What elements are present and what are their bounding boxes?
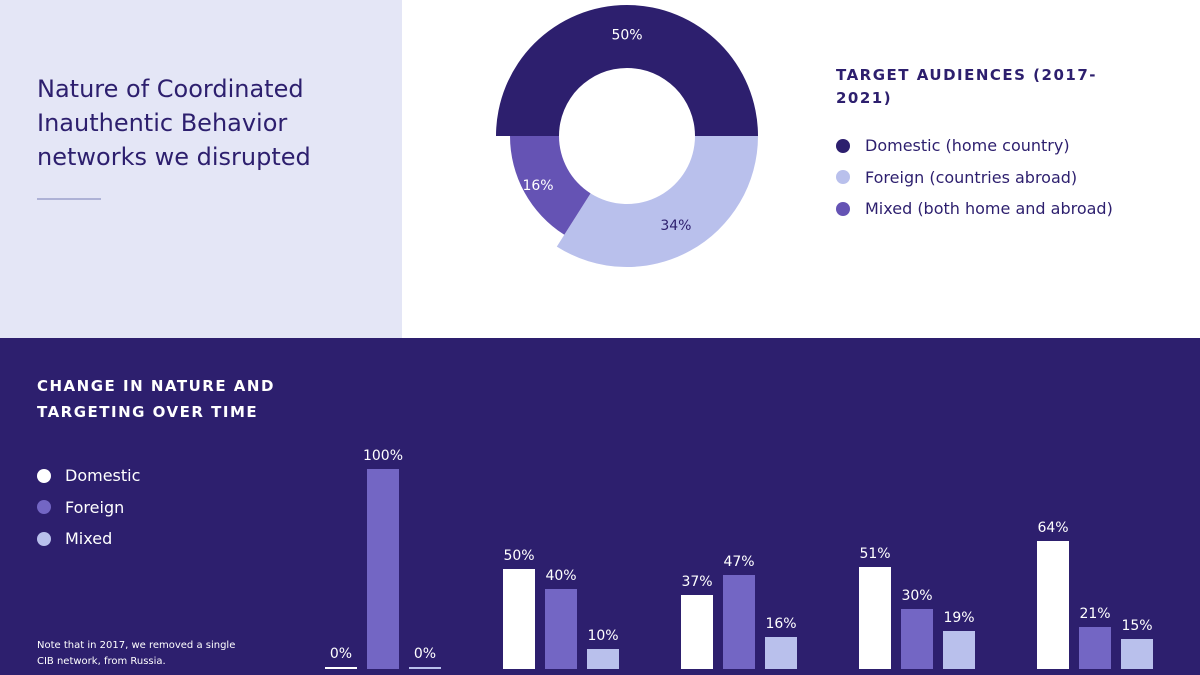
page-title: Nature of Coordinated Inauthentic Behavi…	[37, 75, 311, 171]
donut-chart: 50% 34% 16%	[496, 5, 758, 267]
bar-legend-item-domestic: Domestic	[37, 460, 140, 492]
donut-label-mixed: 16%	[522, 178, 553, 194]
bar-label-2020-mixed: 19%	[943, 610, 974, 626]
legend-dot-foreign	[836, 170, 850, 185]
footnote: Note that in 2017, we removed a single C…	[37, 640, 236, 667]
bar-2019-domestic	[681, 595, 713, 669]
bar-label-2018-foreign: 40%	[545, 568, 576, 584]
bar-panel: 0% 100% 0% 50% 40% 10% 37% 47% 16% 51% 30% 19% 64% 21…	[0, 338, 1200, 675]
legend-item-foreign: Foreign (countries abroad)	[836, 162, 1113, 194]
title-panel: Nature of Coordinated Inauthentic Behavi…	[0, 0, 402, 338]
bar-label-2018-domestic: 50%	[503, 548, 534, 564]
bar-2020-foreign	[901, 609, 933, 669]
bar-2021-foreign	[1079, 627, 1111, 669]
bar-label-2020-domestic: 51%	[859, 546, 890, 562]
bar-label-2017-domestic: 0%	[330, 646, 352, 662]
bar-label-2019-domestic: 37%	[681, 574, 712, 590]
bar-2019-foreign	[723, 575, 755, 669]
donut-panel: 50% 34% 16% TARGET AUDIENCES (2017-2021) D…	[402, 0, 1200, 338]
bar-2018-foreign	[545, 589, 577, 669]
bar-2017-domestic	[325, 667, 357, 669]
bar-2017-foreign	[367, 469, 399, 669]
donut-label-domestic: 50%	[611, 28, 642, 44]
bar-label-2021-foreign: 21%	[1079, 606, 1110, 622]
bar-2020-domestic	[859, 567, 891, 669]
bar-label-2021-domestic: 64%	[1037, 520, 1068, 536]
legend-label-mixed: Mixed (both home and abroad)	[865, 199, 1113, 219]
donut-legend: Domestic (home country) Foreign (countri…	[836, 130, 1113, 225]
bar-label-2019-mixed: 16%	[765, 616, 796, 632]
bar-legend-dot-mixed	[37, 531, 51, 546]
bar-legend-label-foreign: Foreign	[65, 497, 125, 517]
bar-label-2019-foreign: 47%	[723, 554, 754, 570]
bar-2020-mixed	[943, 631, 975, 669]
bar-legend-item-mixed: Mixed	[37, 523, 140, 555]
legend-dot-domestic	[836, 138, 850, 153]
bar-2017-mixed	[409, 667, 441, 669]
bar-legend-label-domestic: Domestic	[65, 466, 141, 486]
bar-2018-domestic	[503, 569, 535, 669]
bar-label-2020-foreign: 30%	[901, 588, 932, 604]
legend-item-domestic: Domestic (home country)	[836, 130, 1113, 162]
bar-2018-mixed	[587, 649, 619, 669]
bar-legend: Domestic Foreign Mixed	[37, 460, 140, 555]
legend-label-domestic: Domestic (home country)	[865, 136, 1070, 156]
bar-2021-domestic	[1037, 541, 1069, 669]
title-divider	[37, 198, 101, 200]
bar-legend-dot-domestic	[37, 468, 51, 483]
bar-2021-mixed	[1121, 639, 1153, 669]
bar-label-2018-mixed: 10%	[587, 628, 618, 644]
change-over-time-heading: CHANGE IN NATURE AND TARGETING OVER TIME	[37, 377, 275, 421]
bar-legend-item-foreign: Foreign	[37, 492, 140, 524]
bar-label-2017-mixed: 0%	[414, 646, 436, 662]
bar-legend-dot-foreign	[37, 500, 51, 515]
donut-label-foreign: 34%	[660, 218, 691, 234]
legend-label-foreign: Foreign (countries abroad)	[865, 167, 1078, 187]
legend-item-mixed: Mixed (both home and abroad)	[836, 193, 1113, 225]
bar-legend-label-mixed: Mixed	[65, 529, 113, 549]
legend-dot-mixed	[836, 201, 850, 216]
bar-chart: 0% 100% 0% 50% 40% 10% 37% 47% 16% 51% 30% 19% 64% 21…	[325, 448, 1153, 669]
donut-slice-domestic	[496, 5, 758, 136]
bar-label-2021-mixed: 15%	[1121, 618, 1152, 634]
target-audiences-heading: TARGET AUDIENCES (2017-2021)	[836, 66, 1098, 107]
bar-2019-mixed	[765, 637, 797, 669]
donut-slice-mixed	[510, 136, 591, 235]
bar-label-2017-foreign: 100%	[363, 448, 403, 464]
donut-slice-foreign	[556, 136, 758, 267]
